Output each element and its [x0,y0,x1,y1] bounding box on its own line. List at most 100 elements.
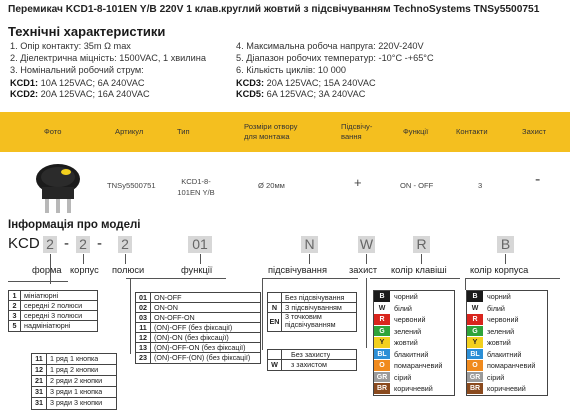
form-desc: середні 2 полюси [24,301,83,310]
th-article: Артикул [115,127,144,136]
th-protection: Захист [522,127,547,136]
body-color-swatch: BR [467,383,483,394]
body-color-label: жовтий [487,338,511,347]
key-color-row: BR коричневий [374,383,454,395]
connector [200,254,201,264]
code-light: N [301,236,318,253]
form-code: 5 [9,321,21,331]
light-code: EN [268,313,282,331]
body-color-label: чорний [487,292,511,301]
connector [370,278,460,279]
protection-desc: Без захисту [291,350,331,359]
th-functions: Функції [403,127,429,136]
function-row: 12 (ON)-ON (без фіксації) [136,333,260,343]
connector [366,254,367,264]
spec-6: 6. Кількість циклів: 10 000 [236,65,346,75]
body-color-row: BR коричневий [467,383,547,395]
pole-code: 11 [32,354,47,364]
function-code: 01 [136,293,151,302]
key-color-label: зелений [394,326,422,336]
connector [465,278,466,290]
body-color-label: зелений [487,326,515,336]
key-color-label: чорний [394,292,418,301]
label-functions: функції [181,265,213,275]
body-color-swatch: B [467,291,483,302]
form-code: 1 [9,291,21,300]
key-color-swatch: GR [374,371,390,382]
key-color-swatch: B [374,291,390,302]
pole-row: 11 1 ряд 1 кнопка [32,354,116,365]
code-form: 2 [43,236,57,253]
kcd1-key: KCD1: [10,78,39,88]
connector [309,254,310,264]
function-desc: ON-OFF-ON [154,313,195,322]
label-poles: полюси [112,265,145,275]
body-color-label: коричневий [487,384,526,393]
pole-desc: 1 ряд 1 кнопка [50,354,99,363]
function-row: 23 (ON)-OFF-(ON) (без фіксації) [136,353,260,363]
function-desc: (ON)-OFF (без фіксації) [154,323,233,332]
body-color-label: червоний [487,315,519,324]
pole-code: 12 [32,365,47,375]
protection-desc: з захистом [291,360,327,369]
key-color-swatch: BR [374,383,390,394]
light-desc: З підсвічуванням [285,303,342,312]
pole-row: 31 3 ряди 3 кнопки [32,398,116,409]
light-code [268,293,282,302]
pole-desc: 3 ряди 1 кнопка [50,387,103,396]
protection-code: W [268,360,282,370]
kcd3-val: 20A 125VAC; 15A 240VAC [264,78,376,88]
form-row: 1 мініатюрні [9,291,97,301]
code-body: 2 [76,236,90,253]
body-color-label: білий [487,303,505,313]
th-type: Тип [177,127,190,136]
key-color-swatch: O [374,360,390,371]
tech-heading: Технічні характеристики [8,24,166,39]
key-color-swatch: Y [374,337,390,348]
td-size: Ø 20мм [258,181,285,190]
kcd5-val: 6A 125VAC; 3A 240VAC [264,89,366,99]
spec-kcd3: KCD3: 20A 125VAC; 15A 240VAC [236,78,376,88]
key-color-row: BL блакитний [374,348,454,360]
code-body-color: B [497,236,514,253]
td-type: KCD1-8-101EN Y/B [177,177,215,197]
forms-table: 1 мініатюрні 2 середні 2 полюси 3 середні 3… [8,290,98,332]
kcd5-key: KCD5: [236,89,265,99]
function-row: 02 ON-ON [136,303,260,313]
light-desc: 3 точковим підсвічуванням [285,313,336,329]
connector [262,278,263,350]
pole-desc: 1 ряд 2 кнопки [50,365,99,374]
form-code: 2 [9,301,21,310]
pole-desc: 3 ряди 3 кнопки [50,398,103,407]
light-row: EN 3 точковим підсвічуванням [268,313,356,331]
poles-table: 11 1 ряд 1 кнопка 12 1 ряд 2 кнопки 21 2 ря… [31,353,117,410]
spec-5: 5. Діапазон робочих температур: -10°C -+… [236,53,434,63]
spec-2: 2. Діелектрична міцність: 1500VAC, 1 хви… [10,53,206,63]
key-color-swatch: W [374,302,390,313]
function-desc: (ON)-ON (без фіксації) [154,333,229,342]
function-row: 01 ON-OFF [136,293,260,303]
light-code: N [268,303,282,312]
pole-code: 21 [32,376,47,386]
th-contacts: Контакти [456,127,488,136]
connector [262,278,358,279]
function-row: 03 ON-OFF-ON [136,313,260,323]
body-color-label: сірий [487,372,505,382]
key-color-label: червоний [394,315,426,324]
form-desc: мініатюрні [24,291,59,300]
key-color-label: білий [394,303,412,313]
form-row: 5 надмініатюрні [9,321,97,331]
code-prefix: KCD [8,235,40,252]
pole-row: 21 2 ряди 2 кнопки [32,376,116,387]
